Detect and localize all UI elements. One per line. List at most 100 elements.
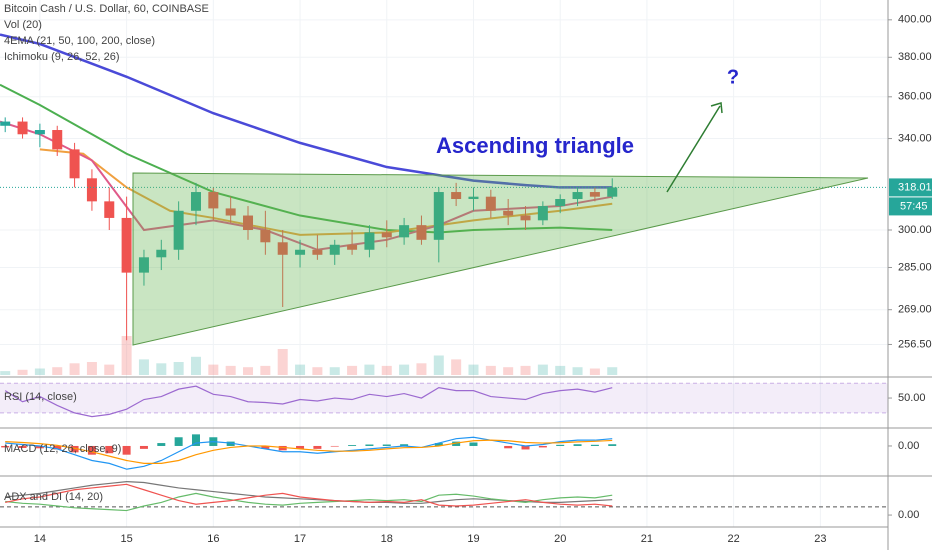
- macd-histogram: [35, 445, 44, 449]
- candle-body: [503, 210, 514, 216]
- pane-title: RSI (14, close): [4, 391, 77, 403]
- volume-bar: [485, 365, 496, 375]
- x-tick-label: 23: [814, 533, 826, 545]
- volume-bar: [555, 365, 566, 375]
- arrow-head: [710, 102, 723, 114]
- volume-bar: [104, 364, 115, 375]
- volume-bar: [468, 364, 479, 375]
- macd-histogram: [226, 441, 235, 446]
- pane-title: ADX and DI (14, 20): [4, 491, 103, 503]
- x-tick-label: 16: [207, 533, 219, 545]
- x-tick-label: 15: [120, 533, 132, 545]
- volume-bar: [69, 363, 80, 375]
- volume-bar: [34, 368, 45, 375]
- macd-histogram: [400, 444, 409, 446]
- volume-bar: [208, 364, 219, 375]
- volume-bar: [243, 367, 254, 375]
- candle-body: [451, 192, 462, 200]
- y-tick-label: 256.50: [898, 338, 932, 350]
- macd-histogram: [18, 445, 27, 448]
- y-tick-label: 380.00: [898, 51, 932, 63]
- candle-body: [468, 196, 479, 200]
- macd-histogram: [434, 443, 443, 446]
- volume-bar: [451, 359, 462, 375]
- countdown-box: [889, 197, 932, 216]
- volume-bar: [416, 363, 427, 375]
- volume-bar: [225, 365, 236, 375]
- volume-bar: [589, 368, 600, 375]
- ema-line: [39, 148, 613, 236]
- volume-bar: [520, 365, 531, 375]
- macd-histogram: [157, 443, 166, 446]
- x-tick-label: 18: [381, 533, 393, 545]
- macd-histogram: [521, 445, 530, 450]
- y-tick-label: 300.00: [898, 224, 932, 236]
- candle-body: [17, 121, 28, 135]
- volume-bar: [364, 364, 375, 375]
- chart-title: Bitcoin Cash / U.S. Dollar, 60, COINBASE: [4, 3, 209, 15]
- macd-histogram: [365, 444, 374, 446]
- candle-body: [208, 192, 219, 209]
- indicator-line: [5, 436, 613, 470]
- indicator-label: Vol (20): [4, 19, 42, 31]
- volume-bar: [381, 365, 392, 375]
- indicator-label: Ichimoku (9, 26, 52, 26): [4, 51, 120, 63]
- indicator-line: [5, 439, 613, 464]
- candle-body: [329, 244, 340, 255]
- macd-histogram: [122, 445, 131, 455]
- candle-body: [555, 199, 566, 207]
- candle-body: [190, 192, 201, 211]
- macd-histogram: [348, 445, 357, 446]
- volume-bar: [260, 365, 271, 375]
- arrow: [666, 105, 721, 193]
- y-tick-label: 0.00: [898, 440, 919, 452]
- main-pane: [0, 0, 892, 527]
- pane-title: MACD (12, 26, close, 9): [4, 443, 121, 455]
- x-tick-label: 17: [294, 533, 306, 545]
- annotation: ?: [727, 66, 739, 88]
- candle-body: [260, 230, 271, 243]
- macd-histogram: [313, 445, 322, 449]
- candle-body: [364, 232, 375, 250]
- volume-bar: [190, 356, 201, 375]
- volume-bar: [503, 367, 514, 375]
- candle-body: [416, 225, 427, 240]
- volume-bar: [537, 364, 548, 375]
- y-tick-label: 269.00: [898, 304, 932, 316]
- x-tick-label: 21: [641, 533, 653, 545]
- candle-body: [347, 244, 358, 250]
- macd-histogram: [105, 445, 114, 454]
- candle-body: [156, 249, 167, 258]
- volume-bar: [86, 362, 97, 375]
- indicator-line: [4, 385, 613, 418]
- volume-bar: [138, 359, 149, 375]
- macd-histogram: [53, 445, 62, 450]
- macd-histogram: [469, 442, 478, 446]
- candle-body: [104, 201, 115, 218]
- macd-histogram: [261, 445, 270, 449]
- candle-body: [138, 257, 149, 273]
- macd-histogram: [590, 444, 599, 446]
- candle-body: [312, 249, 323, 255]
- volume-bar: [17, 369, 28, 375]
- candle-body: [589, 192, 600, 197]
- y-tick-label: 285.00: [898, 261, 932, 273]
- price-label: 318.01: [898, 181, 932, 193]
- volume-bar: [121, 336, 132, 375]
- volume-bar: [433, 355, 444, 375]
- y-tick-label: 50.00: [898, 392, 926, 404]
- candle-body: [243, 215, 254, 231]
- candle-body: [485, 196, 496, 211]
- candle-body: [277, 242, 288, 255]
- indicator-line: [5, 483, 613, 507]
- macd-histogram: [608, 444, 617, 446]
- macd-histogram: [1, 445, 10, 448]
- macd-histogram: [330, 445, 339, 447]
- volume-bar: [52, 367, 63, 375]
- volume-bar: [399, 364, 410, 375]
- x-tick-label: 22: [728, 533, 740, 545]
- volume-bar: [329, 367, 340, 375]
- candle-body: [69, 149, 80, 179]
- y-tick-label: 340.00: [898, 132, 932, 144]
- ema-line: [0, 83, 613, 234]
